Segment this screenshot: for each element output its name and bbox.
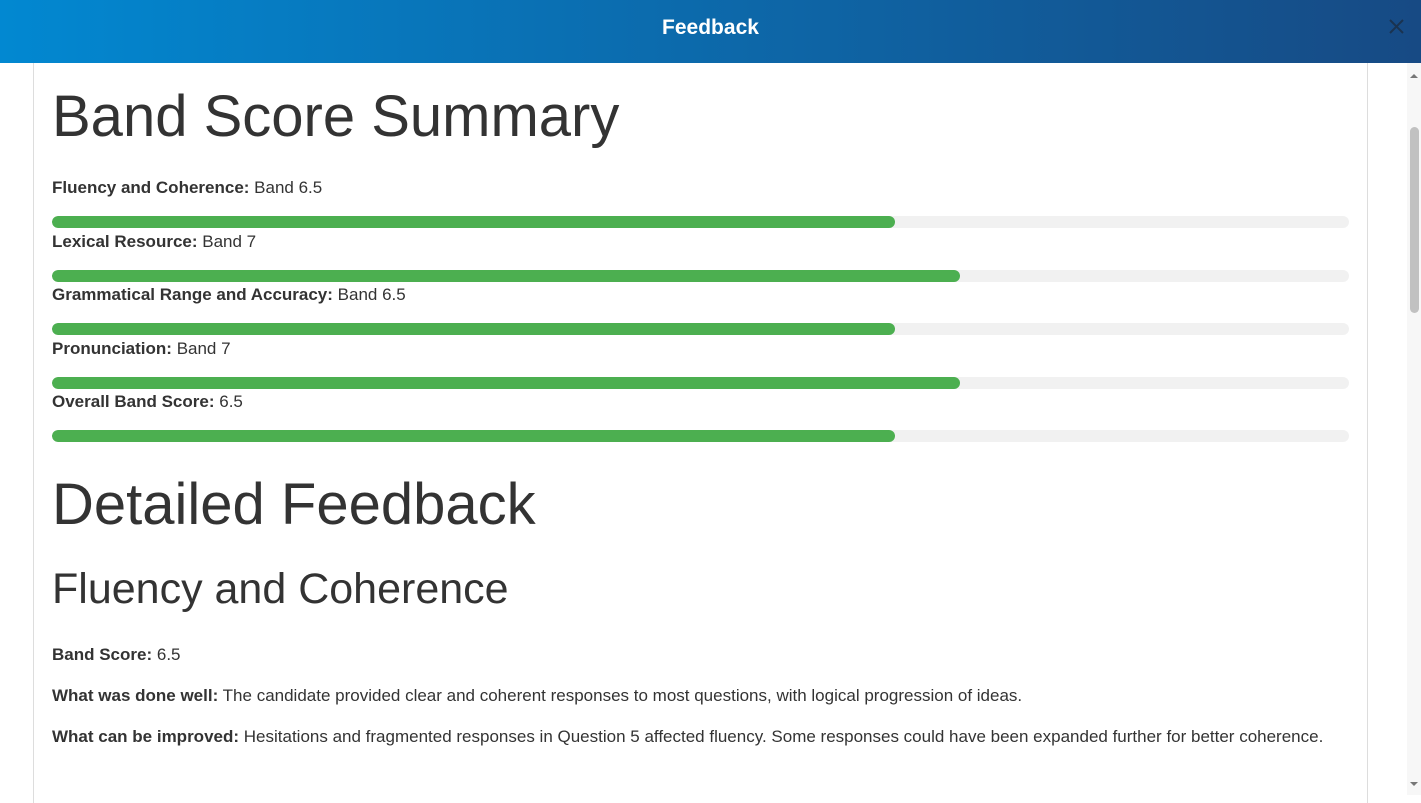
score-value: Band 6.5	[337, 285, 406, 304]
progress-track	[52, 430, 1349, 442]
score-row: Overall Band Score: 6.5	[52, 392, 1349, 412]
score-row: Fluency and Coherence: Band 6.5	[52, 178, 1349, 198]
scrollbar[interactable]	[1407, 63, 1421, 795]
feedback-paragraph: Band Score: 6.5	[52, 641, 1349, 669]
close-button[interactable]	[1388, 18, 1405, 35]
score-label: Pronunciation:	[52, 338, 172, 358]
score-value: Band 7	[176, 338, 231, 358]
summary-title: Band Score Summary	[52, 84, 620, 149]
score-label: Overall Band Score:	[52, 392, 215, 411]
feedback-paragraph: What was done well: The candidate provid…	[52, 682, 1349, 710]
feedback-paragraph: What can be improved: Hesitations and fr…	[52, 723, 1349, 751]
score-label: Grammatical Range and Accuracy:	[52, 285, 333, 304]
feedback-panel: Band Score Summary Detailed Feedback Flu…	[33, 63, 1368, 803]
feedback-text: The candidate provided clear and coheren…	[222, 686, 1023, 705]
feedback-label: What was done well:	[52, 686, 219, 705]
section-title: Fluency and Coherence	[52, 565, 509, 613]
scroll-thumb[interactable]	[1410, 127, 1419, 313]
score-label: Fluency and Coherence:	[52, 178, 250, 197]
feedback-label: What can be improved:	[52, 727, 240, 746]
progress-track	[52, 269, 1349, 282]
score-row: Pronunciation: Band 7	[52, 339, 1349, 359]
progress-track	[52, 323, 1349, 335]
scroll-up[interactable]	[1407, 69, 1421, 83]
score-label: Lexical Resource:	[52, 231, 198, 251]
header-title: Feedback	[662, 16, 759, 39]
progress-track	[52, 376, 1349, 389]
score-row: Lexical Resource: Band 7	[52, 232, 1349, 252]
progress-fill	[52, 430, 896, 442]
score-value: Band 6.5	[254, 178, 323, 197]
progress-fill	[52, 323, 896, 335]
feedback-text: 6.5	[156, 645, 181, 664]
progress-track	[52, 216, 1349, 228]
detailed-title: Detailed Feedback	[52, 472, 536, 537]
feedback-label: Band Score:	[52, 645, 153, 664]
progress-fill	[52, 376, 960, 389]
feedback-text: Hesitations and fragmented responses in …	[243, 727, 1324, 746]
scroll-down[interactable]	[1407, 777, 1421, 791]
score-row: Grammatical Range and Accuracy: Band 6.5	[52, 285, 1349, 305]
score-value: Band 7	[202, 231, 257, 251]
progress-fill	[52, 269, 960, 282]
progress-fill	[52, 216, 896, 228]
score-value: 6.5	[219, 392, 243, 411]
header: Feedback	[0, 0, 1421, 63]
